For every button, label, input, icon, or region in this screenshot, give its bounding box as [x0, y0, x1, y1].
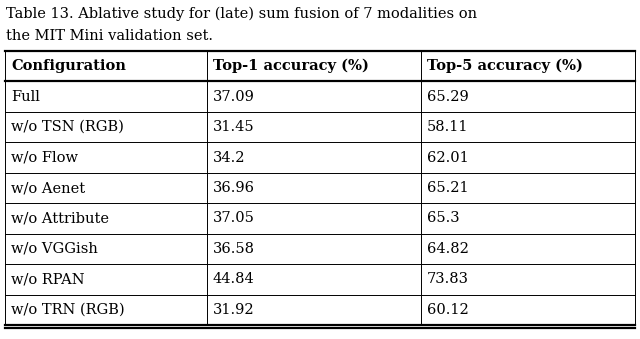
Text: the MIT Mini validation set.: the MIT Mini validation set. [6, 29, 213, 43]
Text: Top-1 accuracy (%): Top-1 accuracy (%) [212, 59, 369, 74]
Text: 37.09: 37.09 [212, 90, 255, 104]
Text: 37.05: 37.05 [212, 212, 255, 225]
Text: 36.96: 36.96 [212, 181, 255, 195]
Text: 60.12: 60.12 [427, 303, 468, 317]
Text: 65.29: 65.29 [427, 90, 468, 104]
Text: w/o Aenet: w/o Aenet [11, 181, 85, 195]
Text: 36.58: 36.58 [212, 242, 255, 256]
Text: Configuration: Configuration [11, 59, 126, 73]
Text: Top-5 accuracy (%): Top-5 accuracy (%) [427, 59, 582, 74]
Text: w/o Flow: w/o Flow [11, 151, 78, 164]
Text: Full: Full [11, 90, 40, 104]
Text: w/o Attribute: w/o Attribute [11, 212, 109, 225]
Text: 31.45: 31.45 [212, 120, 254, 134]
Text: w/o RPAN: w/o RPAN [11, 272, 84, 286]
Text: 73.83: 73.83 [427, 272, 468, 286]
Text: 34.2: 34.2 [212, 151, 245, 164]
Text: 31.92: 31.92 [212, 303, 254, 317]
Text: 58.11: 58.11 [427, 120, 468, 134]
Text: Table 13. Ablative study for (late) sum fusion of 7 modalities on: Table 13. Ablative study for (late) sum … [6, 7, 477, 21]
Text: w/o TRN (RGB): w/o TRN (RGB) [11, 303, 125, 317]
Text: w/o VGGish: w/o VGGish [11, 242, 98, 256]
Text: 64.82: 64.82 [427, 242, 468, 256]
Text: w/o TSN (RGB): w/o TSN (RGB) [11, 120, 124, 134]
Text: 65.21: 65.21 [427, 181, 468, 195]
Text: 65.3: 65.3 [427, 212, 460, 225]
Text: 62.01: 62.01 [427, 151, 468, 164]
Text: 44.84: 44.84 [212, 272, 254, 286]
